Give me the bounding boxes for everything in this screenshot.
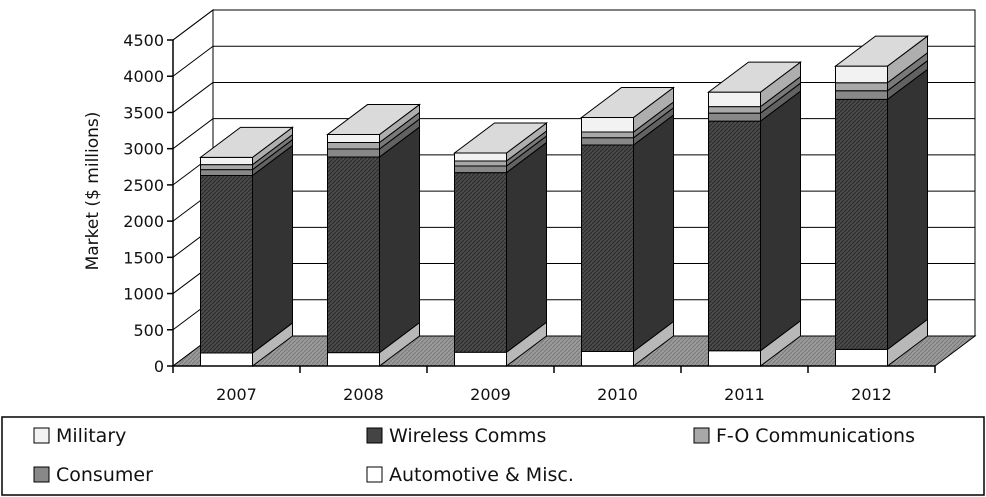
bar-side <box>506 141 547 354</box>
bar-front <box>200 352 253 367</box>
bar-front <box>200 164 253 171</box>
x-tick-label: 2009 <box>470 385 511 404</box>
bar-front <box>835 90 888 100</box>
gridline-side <box>172 9 214 41</box>
legend-label: Wireless Comms <box>389 425 546 447</box>
bar-segment-military-2009 <box>453 122 548 162</box>
bar-front <box>200 174 253 354</box>
bar-front <box>581 351 634 367</box>
x-tick-label: 2011 <box>724 385 765 404</box>
bar-segment-f-o-communications-2009 <box>454 129 547 168</box>
bar-front <box>708 91 761 108</box>
bar-top <box>453 122 548 154</box>
x-tick-label: 2007 <box>216 385 257 404</box>
bar-side <box>379 125 420 354</box>
legend-item-wireless-comms: Wireless Comms <box>366 425 546 447</box>
y-tick-label: 4500 <box>123 31 164 50</box>
bar-top <box>834 35 929 67</box>
bar-top <box>707 61 802 93</box>
bar-front <box>327 352 380 367</box>
bar-front <box>454 160 507 167</box>
bar-front <box>708 106 761 114</box>
x-tick-label: 2008 <box>343 385 384 404</box>
bar-front <box>327 156 380 354</box>
bar-segment-consumer-2011 <box>708 82 801 123</box>
bar-front <box>581 131 634 139</box>
y-tick-label: 3500 <box>123 103 164 122</box>
bar-front <box>327 142 380 150</box>
bar-front <box>708 120 761 352</box>
x-tick-label: 2010 <box>597 385 638 404</box>
legend-label: Military <box>56 425 126 447</box>
legend-swatch <box>366 427 383 444</box>
y-axis-title: Market ($ millions) <box>83 112 103 271</box>
bar-segment-f-o-communications-2011 <box>708 75 801 115</box>
bar-side <box>887 68 928 351</box>
bar-segment-automotive-misc--2008 <box>327 321 420 367</box>
y-tick-label: 2500 <box>123 176 164 195</box>
bar-segment-consumer-2009 <box>454 135 547 174</box>
bar-front <box>835 82 888 92</box>
bar-segment-wireless-comms-2008 <box>327 125 420 354</box>
bar-segment-consumer-2012 <box>835 59 928 101</box>
gridline-side <box>172 45 214 77</box>
bar-front <box>835 65 888 84</box>
bar-front <box>581 144 634 353</box>
bar-front <box>835 348 888 367</box>
y-tick-label: 3000 <box>123 140 164 159</box>
bar-side <box>252 144 293 354</box>
bar-front <box>708 350 761 367</box>
bar-front <box>454 152 507 162</box>
bar-top <box>326 104 421 136</box>
bar-top <box>580 87 675 119</box>
bar-front <box>454 165 507 174</box>
y-tick-label: 1500 <box>123 248 164 267</box>
legend-item-consumer: Consumer <box>33 464 153 486</box>
y-tick-label: 2000 <box>123 212 164 231</box>
bar-front <box>581 137 634 146</box>
legend-label: Consumer <box>56 464 153 486</box>
bar-front <box>581 117 634 133</box>
x-tick-label: 2012 <box>851 385 892 404</box>
bar-front <box>200 169 253 176</box>
legend-item-automotive-misc: Automotive & Misc. <box>366 464 574 486</box>
bar-segment-military-2010 <box>580 86 675 134</box>
bar-segment-wireless-comms-2009 <box>454 141 547 354</box>
bar-segment-wireless-comms-2011 <box>708 90 801 352</box>
y-tick-label: 1000 <box>123 285 164 304</box>
bar-segment-wireless-comms-2012 <box>835 68 928 351</box>
bar-segment-wireless-comms-2010 <box>581 114 674 353</box>
legend-box <box>1 416 985 496</box>
legend-swatch <box>33 427 50 444</box>
legend-swatch <box>366 466 383 483</box>
legend-item-f-o-communications: F-O Communications <box>693 425 915 447</box>
bar-segment-military-2011 <box>707 61 802 108</box>
bar-side <box>760 90 801 352</box>
bar-segment-military-2008 <box>326 103 421 144</box>
bar-side <box>633 114 674 353</box>
bar-front <box>835 98 888 350</box>
y-tick-label: 0 <box>154 357 164 376</box>
bar-top <box>199 126 294 158</box>
bar-front <box>454 351 507 367</box>
bar-front <box>327 148 380 158</box>
gridline-side <box>172 82 214 113</box>
legend-label: Automotive & Misc. <box>389 464 574 486</box>
bar-segment-wireless-comms-2007 <box>200 144 293 354</box>
bar-front <box>454 172 507 353</box>
y-tick-label: 500 <box>133 321 164 340</box>
legend-swatch <box>693 427 710 444</box>
bar-front <box>708 112 761 122</box>
y-tick-label: 4000 <box>123 67 164 86</box>
legend-item-military: Military <box>33 425 126 447</box>
bar-segment-military-2012 <box>834 35 929 84</box>
gridline-side <box>172 118 214 150</box>
bar-segment-military-2007 <box>199 126 294 166</box>
legend-label: F-O Communications <box>716 425 915 447</box>
legend-swatch <box>33 466 50 483</box>
bar-front <box>327 134 380 144</box>
bar-front <box>200 156 253 166</box>
